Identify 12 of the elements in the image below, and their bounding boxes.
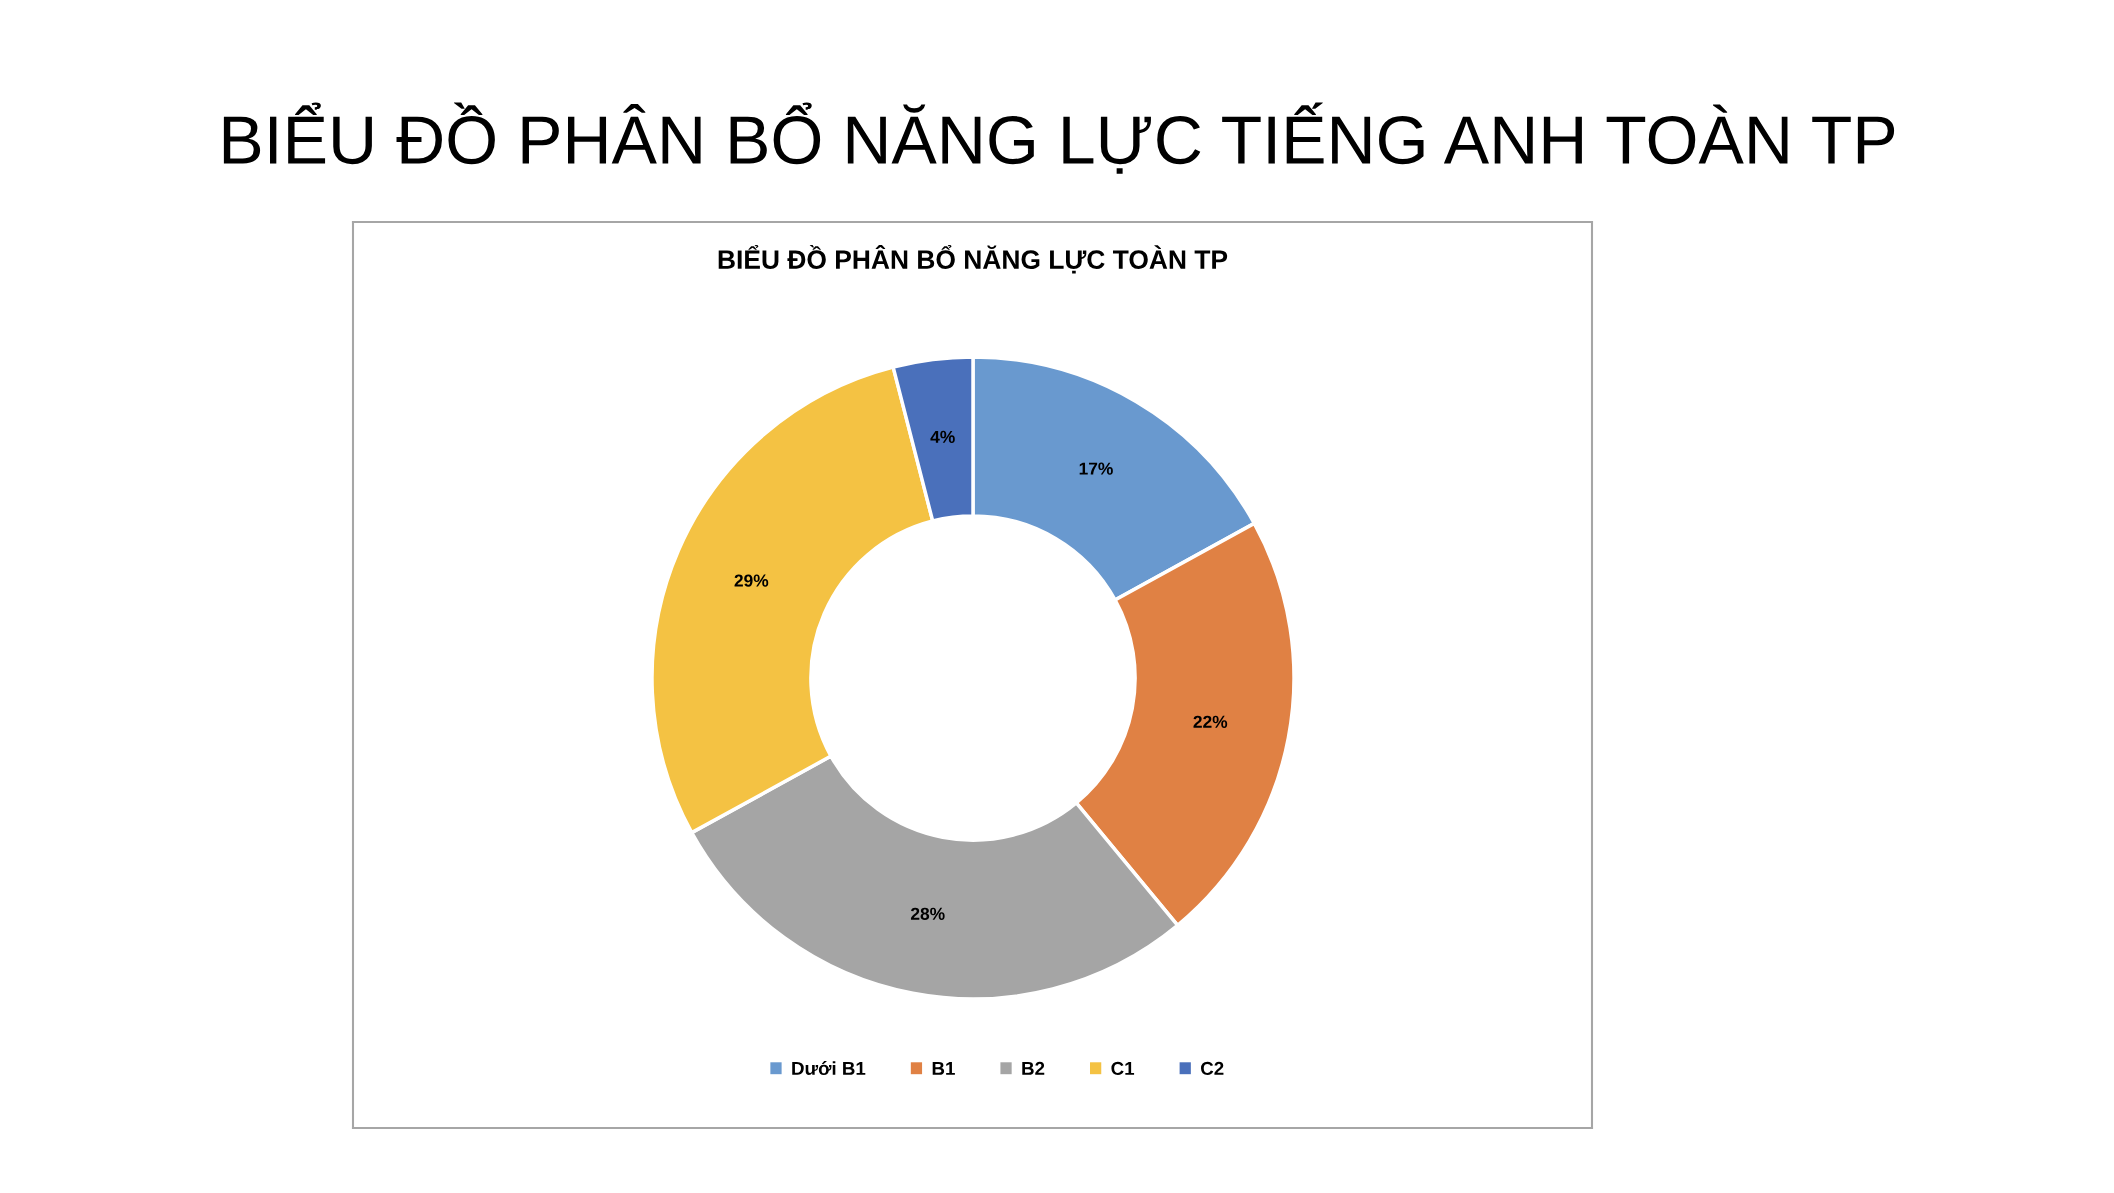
legend-label: C2 bbox=[1201, 1061, 1224, 1076]
data-label: 4% bbox=[930, 430, 955, 443]
chart-subtitle: BIỂU ĐỒ PHÂN BỔ NĂNG LỰC TOÀN TP bbox=[718, 245, 1228, 274]
data-label: 17% bbox=[1079, 462, 1113, 475]
chart-title: BIỂU ĐỒ PHÂN BỔ NĂNG LỰC TIẾNG ANH TOÀN TP bbox=[223, 102, 1895, 174]
data-label: 22% bbox=[1193, 715, 1228, 728]
data-label: 29% bbox=[734, 574, 769, 587]
data-label: 28% bbox=[910, 907, 945, 920]
legend-label: Dưới B1 bbox=[792, 1061, 866, 1076]
legend-label: B2 bbox=[1022, 1061, 1045, 1075]
legend-label: C1 bbox=[1111, 1061, 1135, 1076]
legend-label: B1 bbox=[932, 1061, 955, 1075]
